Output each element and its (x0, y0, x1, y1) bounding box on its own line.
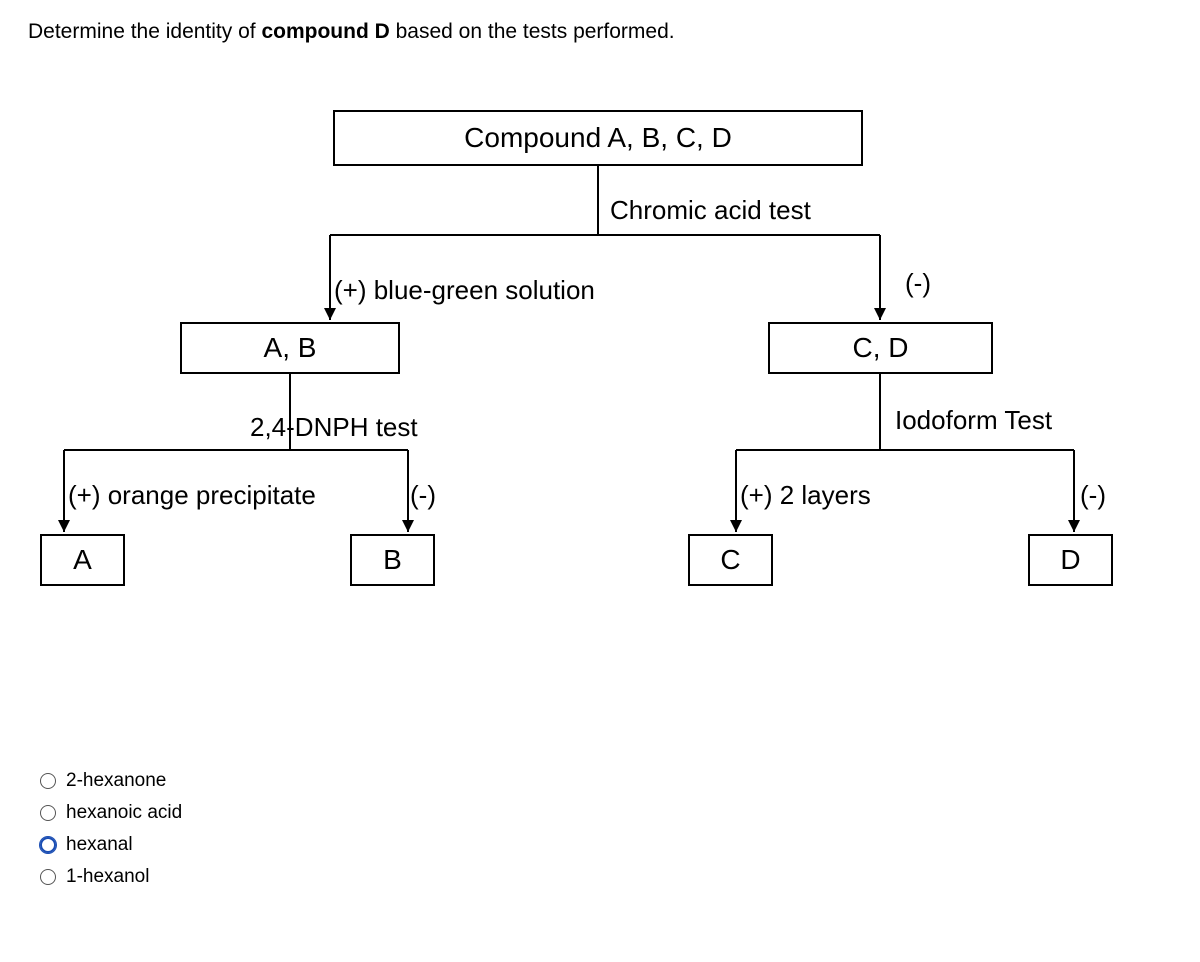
test1-label: Chromic acid test (610, 195, 811, 226)
node-b-label: B (383, 544, 402, 576)
option-3[interactable]: 1-hexanol (40, 866, 182, 888)
node-a-label: A (73, 544, 92, 576)
test2-left: 2,4-DNPH test (250, 412, 418, 443)
option-label: 1-hexanol (66, 866, 149, 888)
left2-neg: (-) (410, 480, 436, 511)
option-label: hexanoic acid (66, 802, 182, 824)
radio-icon (40, 805, 56, 821)
option-1[interactable]: hexanoic acid (40, 802, 182, 824)
node-cd-label: C, D (853, 332, 909, 364)
option-2[interactable]: hexanal (40, 834, 182, 856)
radio-icon (40, 837, 56, 853)
question-bold: compound D (261, 20, 389, 43)
node-a: A (40, 534, 125, 586)
node-c: C (688, 534, 773, 586)
node-d-label: D (1060, 544, 1080, 576)
option-label: 2-hexanone (66, 770, 166, 792)
radio-icon (40, 773, 56, 789)
radio-icon (40, 869, 56, 885)
node-ab-label: A, B (264, 332, 317, 364)
answer-options: 2-hexanone hexanoic acid hexanal 1-hexan… (40, 770, 182, 898)
option-0[interactable]: 2-hexanone (40, 770, 182, 792)
right2-pos: (+) 2 layers (740, 480, 871, 511)
node-cd: C, D (768, 322, 993, 374)
right1-result: (-) (905, 268, 931, 299)
node-b: B (350, 534, 435, 586)
node-root: Compound A, B, C, D (333, 110, 863, 166)
left1-result: (+) blue-green solution (334, 275, 595, 306)
node-c-label: C (720, 544, 740, 576)
question-text: Determine the identity of compound D bas… (28, 20, 675, 44)
right2-neg: (-) (1080, 480, 1106, 511)
question-prefix: Determine the identity of (28, 20, 261, 43)
node-root-label: Compound A, B, C, D (464, 122, 732, 154)
test2-right: Iodoform Test (895, 405, 1052, 436)
node-d: D (1028, 534, 1113, 586)
option-label: hexanal (66, 834, 133, 856)
node-ab: A, B (180, 322, 400, 374)
question-suffix: based on the tests performed. (390, 20, 675, 43)
left2-pos: (+) orange precipitate (68, 480, 316, 511)
